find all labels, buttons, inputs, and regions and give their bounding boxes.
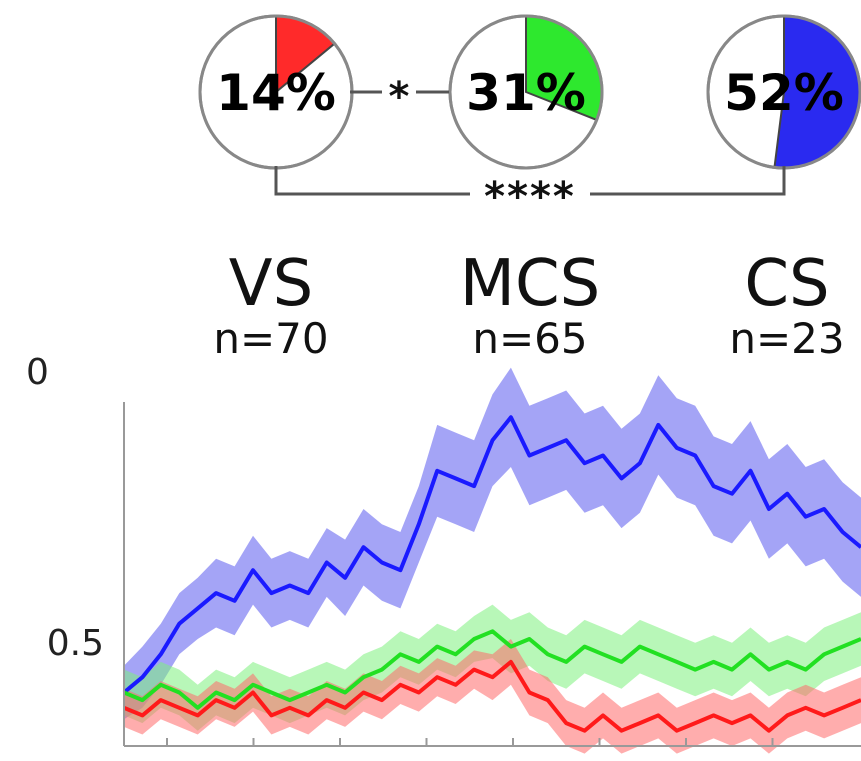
- line-vs: [123, 659, 861, 733]
- band-cs: [124, 367, 861, 720]
- y-tick-label: 0: [26, 352, 49, 393]
- x-ticks: [166, 738, 774, 746]
- confidence-bands: [124, 367, 861, 754]
- pie-cs-label: 52%: [724, 64, 844, 122]
- group-label-vs: VS: [229, 247, 313, 321]
- band-vs: [124, 639, 861, 754]
- pie-mcs: 31%: [448, 14, 604, 170]
- group-label-mcs: MCS: [460, 247, 601, 321]
- pie-mcs-label: 31%: [466, 64, 586, 122]
- significance-vs-cs: ****: [274, 166, 786, 220]
- line-cs: [122, 415, 861, 695]
- pie-vs: 14%: [198, 14, 354, 170]
- pie-row: 14% 31% 52%: [198, 14, 861, 170]
- group-n-mcs: n=65: [472, 314, 587, 363]
- y-ticks: 00.5: [26, 352, 104, 664]
- group-n-vs: n=70: [213, 314, 328, 363]
- line-chart: 00.5: [26, 352, 861, 754]
- pie-cs: 52%: [706, 14, 861, 170]
- significance-vs-mcs-label: *: [389, 74, 410, 120]
- significance-vs-cs-label: ****: [484, 174, 576, 220]
- pie-vs-label: 14%: [216, 64, 336, 122]
- y-tick-label: 0.5: [47, 623, 104, 664]
- line-mcs: [123, 629, 861, 710]
- group-n-cs: n=23: [729, 314, 844, 363]
- significance-vs-mcs: *: [350, 74, 449, 120]
- group-label-cs: CS: [744, 247, 829, 321]
- series-lines: [122, 415, 861, 733]
